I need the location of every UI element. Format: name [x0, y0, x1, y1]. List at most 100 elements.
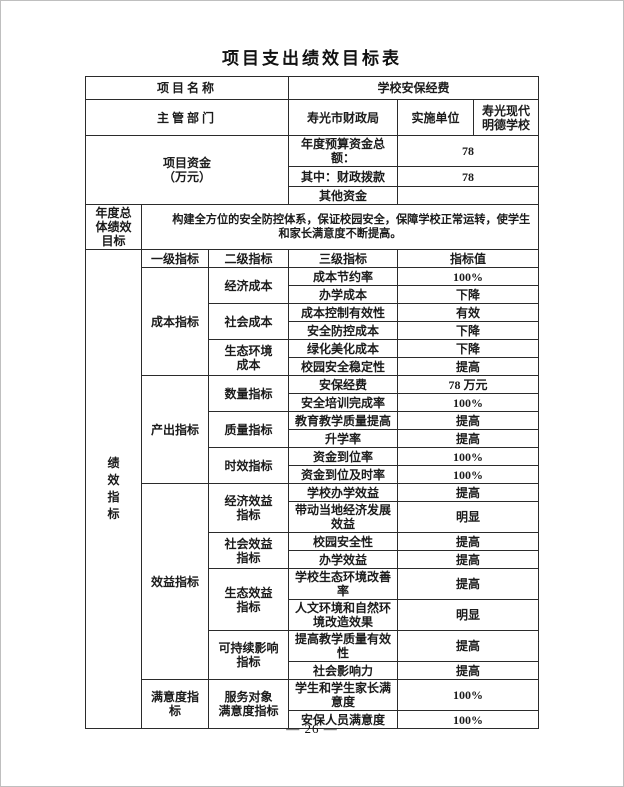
- level2-indicator-cell: 生态环境 成本: [207, 339, 290, 376]
- page-title: 项目支出绩效目标表: [222, 49, 402, 68]
- performance-side-label: 绩效指标: [107, 456, 120, 521]
- table-row: 成本指标 经济成本 成本节约率 100%: [85, 267, 540, 376]
- table-row: 人文环境和自然环境改造效果 明显: [85, 599, 540, 631]
- performance-side-label-cell: 绩效指标: [84, 249, 142, 729]
- table-row: 办学成本 下降: [85, 285, 540, 304]
- indicator-value-cell: 有效: [396, 303, 540, 322]
- table-row: 可持续影响 指标 提高教学质量有效性 提高: [85, 630, 540, 680]
- indicator-value-cell: 提高: [396, 550, 540, 569]
- table-row: 安保人员满意度 100%: [85, 710, 540, 729]
- table-row: 主管部门 寿光市财政局 实施单位 寿光现代明德学校: [84, 99, 540, 136]
- performance-target-table: 项目名称 学校安保经费 主管部门 寿光市财政局 实施单位 寿光现代明德学校 项目…: [84, 76, 540, 729]
- level3-indicator-cell: 学校生态环境改善率: [288, 568, 398, 600]
- indicator-value-cell: 明显: [396, 599, 540, 631]
- table-row: 产出指标 数量指标 安保经费 78 万元: [85, 375, 540, 484]
- header-level2-cell: 二级指标: [207, 249, 290, 268]
- table-row: 生态效益 指标 学校生态环境改善率 提高: [85, 568, 540, 631]
- indicator-value-cell: 提高: [396, 661, 540, 680]
- indicator-value-cell: 下降: [396, 285, 540, 304]
- table-row: 社会效益 指标 校园安全性 提高: [85, 532, 540, 569]
- level3-indicator-cell: 安保人员满意度: [288, 710, 398, 729]
- indicator-value-cell: 提高: [396, 483, 540, 502]
- fiscal-allocation-value-cell: 78: [396, 166, 540, 187]
- department-value-cell: 寿光市财政局: [288, 99, 398, 136]
- level3-indicator-cell: 学生和学生家长满意度: [288, 679, 398, 711]
- level3-indicator-cell: 校园安全性: [288, 532, 398, 551]
- annual-budget-value-cell: 78: [396, 135, 540, 167]
- indicator-value-cell: 100%: [396, 679, 540, 711]
- table-row: 社会影响力 提高: [85, 661, 540, 680]
- indicator-value-cell: 100%: [396, 465, 540, 484]
- level3-indicator-cell: 成本节约率: [288, 267, 398, 286]
- table-row: 时效指标 资金到位率 100%: [85, 447, 540, 484]
- indicator-value-cell: 提高: [396, 630, 540, 662]
- indicator-value-cell: 100%: [396, 710, 540, 729]
- level3-indicator-cell: 办学成本: [288, 285, 398, 304]
- indicator-value-cell: 100%: [396, 393, 540, 412]
- indicator-value-cell: 提高: [396, 411, 540, 430]
- indicator-value-cell: 100%: [396, 447, 540, 466]
- indicator-value-cell: 明显: [396, 501, 540, 533]
- header-level3-cell: 三级指标: [288, 249, 398, 268]
- level3-indicator-cell: 资金到位及时率: [288, 465, 398, 484]
- indicator-value-cell: 提高: [396, 568, 540, 600]
- indicator-value-cell: 78 万元: [396, 375, 540, 394]
- level3-indicator-cell: 安保经费: [288, 375, 398, 394]
- table-row: 带动当地经济发展效益 明显: [85, 501, 540, 533]
- level2-indicator-cell: 经济效益 指标: [207, 483, 290, 533]
- level3-indicator-cell: 办学效益: [288, 550, 398, 569]
- level2-indicator-cell: 社会效益 指标: [207, 532, 290, 569]
- table-row: 年度总体绩效目标 构建全方位的安全防控体系，保证校园安全，保障学校正常运转，使学…: [84, 204, 540, 250]
- level1-indicator-cell: 成本指标: [140, 267, 209, 376]
- table-row: 生态环境 成本 绿化美化成本 下降: [85, 339, 540, 376]
- level2-indicator-cell: 社会成本: [207, 303, 290, 340]
- header-level1-cell: 一级指标: [140, 249, 209, 268]
- level3-indicator-cell: 升学率: [288, 429, 398, 448]
- department-label-cell: 主管部门: [84, 99, 290, 136]
- indicator-value-cell: 100%: [396, 267, 540, 286]
- level3-indicator-cell: 社会影响力: [288, 661, 398, 680]
- other-funds-label-cell: 其他资金: [288, 186, 398, 205]
- level3-indicator-cell: 学校办学效益: [288, 483, 398, 502]
- level3-indicator-cell: 绿化美化成本: [288, 339, 398, 358]
- project-funds-label-cell: 项目资金 （万元）: [84, 135, 290, 205]
- level3-indicator-cell: 带动当地经济发展效益: [288, 501, 398, 533]
- annual-goal-label-cell: 年度总体绩效目标: [84, 204, 142, 250]
- level1-indicator-cell: 效益指标: [140, 483, 209, 680]
- indicator-value-cell: 提高: [396, 357, 540, 376]
- level3-indicator-cell: 人文环境和自然环境改造效果: [288, 599, 398, 631]
- level3-indicator-cell: 资金到位率: [288, 447, 398, 466]
- level2-indicator-cell: 质量指标: [207, 411, 290, 448]
- level1-indicator-cell: 产出指标: [140, 375, 209, 484]
- annual-budget-label-cell: 年度预算资金总 额：: [288, 135, 398, 167]
- table-row: 校园安全稳定性 提高: [85, 357, 540, 376]
- level2-indicator-cell: 生态效益 指标: [207, 568, 290, 631]
- level3-indicator-cell: 提高教学质量有效性: [288, 630, 398, 662]
- level2-indicator-cell: 经济成本: [207, 267, 290, 304]
- other-funds-value-cell: [396, 186, 540, 205]
- table-row: 效益指标 经济效益 指标 学校办学效益 提高: [85, 483, 540, 680]
- level3-indicator-cell: 安全防控成本: [288, 321, 398, 340]
- table-row: 办学效益 提高: [85, 550, 540, 569]
- page-number: — 26 —: [286, 721, 338, 736]
- table-row: 绩效指标 一级指标 二级指标 三级指标 指标值: [84, 249, 540, 729]
- level2-indicator-cell: 可持续影响 指标: [207, 630, 290, 680]
- indicator-value-cell: 提高: [396, 532, 540, 551]
- indicator-value-cell: 下降: [396, 339, 540, 358]
- table-row: 安全防控成本 下降: [85, 321, 540, 340]
- table-row: 资金到位及时率 100%: [85, 465, 540, 484]
- level2-indicator-cell: 数量指标: [207, 375, 290, 412]
- level3-indicator-cell: 教育教学质量提高: [288, 411, 398, 430]
- level2-indicator-cell: 服务对象 满意度指标: [207, 679, 290, 729]
- table-row: 项目名称 学校安保经费: [84, 76, 540, 100]
- indicator-value-cell: 提高: [396, 429, 540, 448]
- level3-indicator-cell: 成本控制有效性: [288, 303, 398, 322]
- project-name-value-cell: 学校安保经费: [287, 76, 540, 100]
- level3-indicator-cell: 校园安全稳定性: [288, 357, 398, 376]
- project-name-label-cell: 项目名称: [84, 76, 290, 100]
- implement-unit-value-cell: 寿光现代明德学校: [472, 99, 540, 136]
- implement-unit-label-cell: 实施单位: [397, 99, 474, 136]
- level3-indicator-cell: 安全培训完成率: [288, 393, 398, 412]
- annual-goal-text-cell: 构建全方位的安全防控体系，保证校园安全，保障学校正常运转，使学生和家长满意度不断…: [140, 204, 540, 250]
